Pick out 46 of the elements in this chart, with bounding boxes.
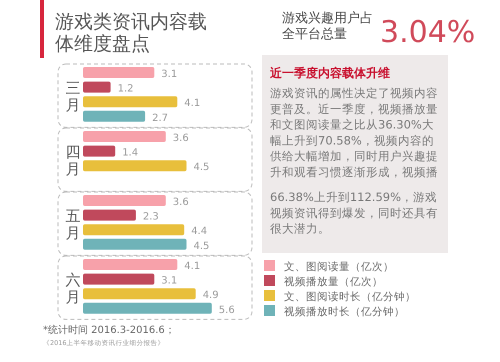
data-label: 4.5 — [194, 162, 210, 174]
data-label: 4.1 — [184, 261, 200, 272]
data-label: 2.7 — [152, 112, 168, 124]
text: 游戏兴趣用户占全平台总量 — [282, 11, 373, 42]
bar — [83, 238, 186, 250]
bar — [83, 146, 116, 157]
bar — [83, 82, 111, 93]
data-label: 2.3 — [142, 212, 159, 223]
text: 66.38%上升到112.59%，游戏视频资讯得到爆发，同时还具有很大潜力。 — [270, 190, 438, 236]
text: 3.04% — [380, 15, 476, 50]
text: 近一季度内容载体升维 — [269, 66, 390, 80]
bar — [83, 110, 146, 122]
bar — [83, 96, 178, 108]
data-label: 1.2 — [118, 84, 134, 95]
y-tick-label: 三月 — [66, 79, 80, 114]
data-label: 3.6 — [172, 133, 189, 144]
legend-label: 视频播放量（亿次） — [284, 275, 383, 288]
data-label: 1.4 — [122, 148, 138, 159]
text: *统计时间 2016.3-2016.6； — [43, 324, 175, 336]
bar — [83, 160, 186, 172]
data-label: 3.1 — [161, 69, 178, 80]
y-tick-label: 六月 — [66, 271, 80, 306]
text: 游戏资讯的属性决定了视频内容更普及。近一季度，视频播放量和文图阅读量之比从36.30%大幅上升到70.58%，视频内容的供给大幅增加，同时用户兴趣提升和观看习惯逐渐形成，视频播 — [270, 86, 438, 179]
y-tick-label: 五月 — [66, 207, 80, 242]
bar — [83, 195, 166, 206]
data-label: 3.1 — [161, 276, 178, 287]
bar — [83, 259, 178, 270]
bar — [83, 131, 166, 142]
bar — [83, 274, 154, 285]
plot: 三月 3.1 1.2 4.1 2.7 四月 3.6 1.4 4.5 五月 3.6 2.3 4.4 4.5 六月 4.1 3.1 4.9 5.6 — [58, 64, 252, 320]
bar — [83, 302, 212, 314]
bar — [83, 224, 184, 236]
y-tick-label: 四月 — [66, 143, 80, 178]
chart-title: 游戏类资讯内容载体维度盘点 — [55, 11, 207, 55]
bar — [83, 210, 136, 221]
data-label: 5.6 — [218, 304, 235, 316]
legend-label: 视频播放时长（亿分钟） — [284, 305, 405, 318]
bar — [83, 67, 154, 78]
legend-label: 文、图阅读量（亿次） — [284, 260, 394, 273]
data-label: 4.9 — [202, 290, 219, 302]
legend-label: 文、图阅读时长（亿分钟） — [284, 290, 416, 303]
data-label: 4.5 — [194, 240, 210, 252]
bar — [83, 288, 196, 300]
data-label: 3.6 — [172, 197, 189, 208]
data-label: 4.1 — [184, 98, 200, 110]
data-label: 4.4 — [191, 226, 208, 238]
